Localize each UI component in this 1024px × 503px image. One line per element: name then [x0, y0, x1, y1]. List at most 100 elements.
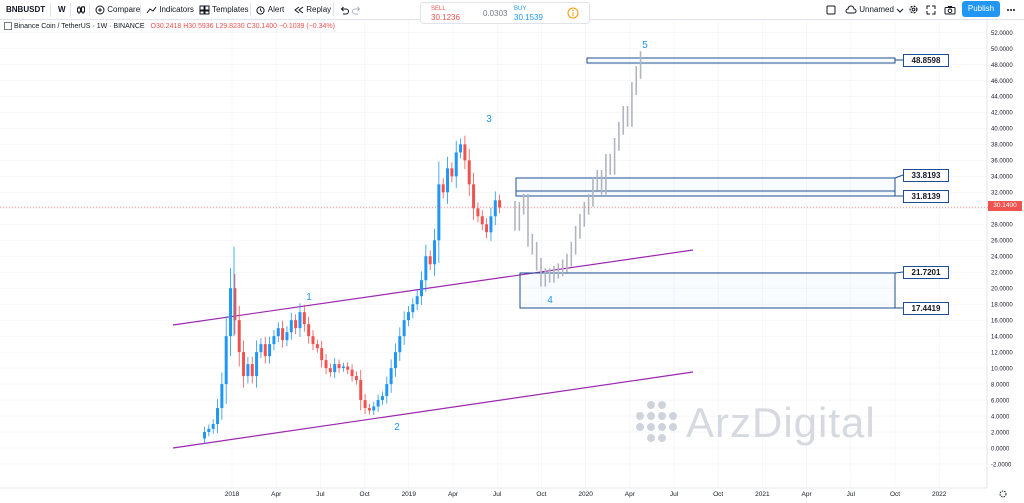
chart-style-button[interactable] — [76, 0, 86, 19]
publish-button[interactable]: Publish — [962, 1, 1000, 17]
time-tick-label: Oct — [360, 491, 370, 498]
templates-icon — [199, 5, 210, 15]
sell-button[interactable]: SELL 30.1236 — [423, 4, 477, 22]
more-dots-icon — [1007, 8, 1015, 11]
price-tick-label: 10.0000 — [991, 366, 1013, 372]
redo-button[interactable] — [352, 0, 362, 19]
box-21-17[interactable] — [519, 272, 896, 309]
settings-button[interactable] — [908, 0, 919, 19]
price-tick-label: 32.0000 — [991, 191, 1013, 197]
candle-body — [324, 360, 328, 369]
templates-button[interactable]: Templates — [199, 0, 249, 19]
wave-label-5[interactable]: 5 — [642, 40, 648, 51]
price-tick-label: 36.0000 — [991, 159, 1013, 165]
projection-bars — [514, 51, 642, 287]
time-tick-label: Apr — [448, 491, 459, 498]
candle-body — [354, 376, 358, 381]
level-tag-21[interactable]: 21.7201 — [903, 266, 949, 279]
time-tick-label: Oct — [713, 491, 723, 498]
replay-button[interactable]: Replay — [293, 0, 331, 19]
level-tag-31[interactable]: 31.8139 — [903, 190, 949, 203]
price-tick-label: 4.0000 — [991, 414, 1010, 420]
candle-body — [220, 384, 224, 409]
candle-body — [446, 168, 450, 193]
candle-body — [433, 240, 437, 265]
candle-body — [463, 144, 467, 161]
candle-body — [211, 424, 215, 429]
level-tag-17[interactable]: 17.4419 — [903, 302, 949, 315]
candle-body — [398, 336, 402, 353]
info-button[interactable] — [567, 7, 579, 21]
indicator-icon — [146, 6, 157, 14]
alarm-clock-icon — [256, 6, 265, 15]
cloud-icon — [845, 5, 857, 14]
price-tick-label: 48.0000 — [991, 63, 1013, 69]
watermark-text: ArzDigital — [686, 399, 876, 446]
undo-icon — [340, 6, 349, 15]
time-tick-label: Apr — [625, 491, 636, 498]
more-menu[interactable] — [1006, 0, 1016, 19]
candle-body — [476, 208, 480, 217]
checkbox-icon — [826, 5, 836, 15]
wave-label-4[interactable]: 4 — [547, 295, 553, 306]
alert-button[interactable]: Alert — [255, 0, 284, 19]
level-tag-33[interactable]: 33.8193 — [903, 169, 949, 182]
price-tick-label: 34.0000 — [991, 175, 1013, 181]
time-tick-label: Jul — [316, 491, 325, 498]
candle-body — [472, 184, 476, 209]
compare-button[interactable]: Compare — [95, 0, 140, 19]
interval-button[interactable]: W — [58, 5, 66, 14]
candles-icon — [77, 5, 85, 14]
indicators-button[interactable]: Indicators — [146, 0, 194, 19]
symbol-search[interactable]: BNBUSDT — [6, 5, 46, 14]
candle-body — [411, 304, 415, 313]
candle-body — [454, 152, 458, 177]
wave-label-3[interactable]: 3 — [486, 114, 492, 125]
candle-body — [372, 406, 376, 411]
select-checkbox[interactable] — [826, 0, 836, 19]
price-tick-label: 38.0000 — [991, 143, 1013, 149]
fullscreen-button[interactable] — [926, 0, 936, 19]
candle-body — [363, 400, 367, 409]
candle-body — [441, 184, 445, 193]
plus-circle-icon — [95, 5, 105, 15]
candle-body — [298, 312, 302, 329]
candle-body — [480, 216, 484, 225]
symbol-title: Binance Coin / TetherUS · 1W · BINANCE — [13, 22, 145, 30]
candle-body — [320, 348, 324, 361]
channel-lower-line[interactable] — [172, 371, 694, 449]
price-tick-label: 22.0000 — [991, 271, 1013, 277]
price-tick-label: 42.0000 — [991, 111, 1013, 117]
ohlc-values: O30.2418 H30.5936 L29.8230 C30.1400 −0.1… — [150, 22, 335, 30]
price-tick-label: -2.0000 — [991, 462, 1012, 468]
rewind-icon — [294, 6, 304, 14]
layout-menu[interactable]: Unnamed — [845, 0, 904, 19]
price-tick-label: 12.0000 — [991, 350, 1013, 356]
box-33[interactable] — [515, 177, 896, 192]
candle-body — [406, 312, 410, 321]
level-boxes[interactable] — [515, 57, 904, 309]
candle-body — [237, 320, 241, 353]
candle-body — [437, 184, 441, 241]
snapshot-button[interactable] — [944, 0, 956, 19]
candle-body — [302, 312, 306, 325]
price-tick-label: 8.0000 — [991, 382, 1010, 388]
spread-value: 0.0303 — [483, 9, 508, 18]
box-31[interactable] — [515, 190, 896, 197]
time-tick-label: 2022 — [932, 491, 947, 498]
buy-button[interactable]: BUY 30.1539 — [514, 6, 543, 22]
sell-buy-widget: SELL 30.1236 0.0303 BUY 30.1539 — [420, 2, 590, 24]
wave-label-2[interactable]: 2 — [394, 422, 400, 433]
level-tag-48[interactable]: 48.8598 — [903, 54, 949, 67]
candle-body — [294, 320, 298, 329]
candle-body — [333, 364, 337, 373]
channel-upper-line[interactable] — [172, 249, 694, 326]
axis-settings-icon[interactable] — [999, 490, 1007, 498]
undo-button[interactable] — [339, 0, 349, 19]
channel-lines[interactable] — [172, 249, 694, 449]
candle-body — [450, 168, 454, 177]
candle-body — [380, 396, 384, 401]
box-48[interactable] — [586, 57, 896, 64]
wave-label-1[interactable]: 1 — [306, 292, 312, 303]
